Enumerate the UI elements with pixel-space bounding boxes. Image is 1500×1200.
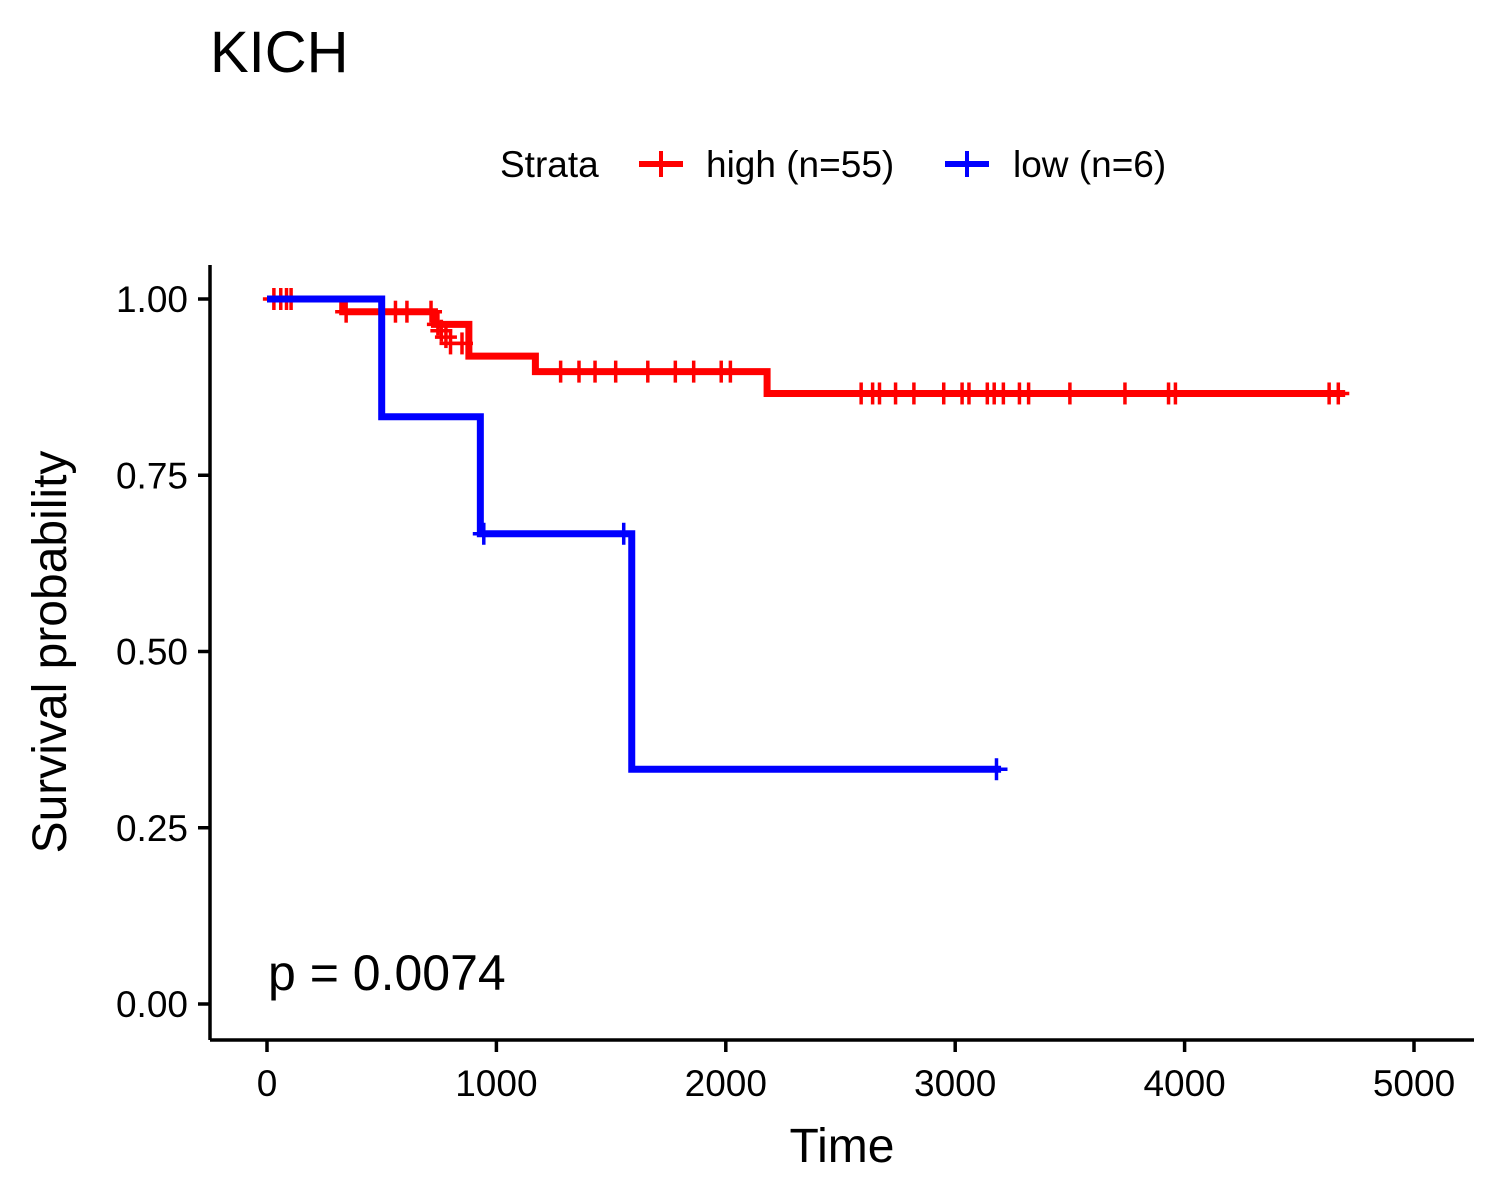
x-tick-label: 5000	[1373, 1063, 1455, 1104]
x-axis-title: Time	[790, 1120, 895, 1173]
survival-curve-high	[267, 295, 1346, 397]
legend-label: low (n=6)	[1013, 144, 1166, 185]
x-tick-label: 2000	[685, 1063, 767, 1104]
y-tick-label: 0.50	[116, 632, 188, 673]
y-axis-title: Survival probability	[24, 451, 77, 854]
x-tick-label: 3000	[914, 1063, 996, 1104]
y-tick-label: 1.00	[116, 279, 188, 320]
p-value-annotation: p = 0.0074	[268, 945, 506, 1001]
y-tick-label: 0.00	[116, 984, 188, 1025]
survival-curves	[262, 288, 1350, 781]
survival-curve-low	[267, 295, 1002, 773]
x-tick-label: 0	[257, 1063, 278, 1104]
y-tick-label: 0.25	[116, 808, 188, 849]
axis-ticks: 0 1000 2000 3000 4000 5000 0.00 0.25 0.50 0.75 1.0…	[116, 279, 1455, 1104]
legend-label: high (n=55)	[706, 144, 894, 185]
x-tick-label: 1000	[455, 1063, 537, 1104]
y-tick-label: 0.75	[116, 455, 188, 496]
legend: Strata high (n=55) low (n=6)	[500, 144, 1166, 185]
legend-title: Strata	[500, 144, 599, 185]
plot-area: 0 1000 2000 3000 4000 5000 0.00 0.25 0.50 0.75 1.0…	[116, 265, 1474, 1104]
x-tick-label: 4000	[1143, 1063, 1225, 1104]
chart-title: KICH	[210, 20, 349, 85]
